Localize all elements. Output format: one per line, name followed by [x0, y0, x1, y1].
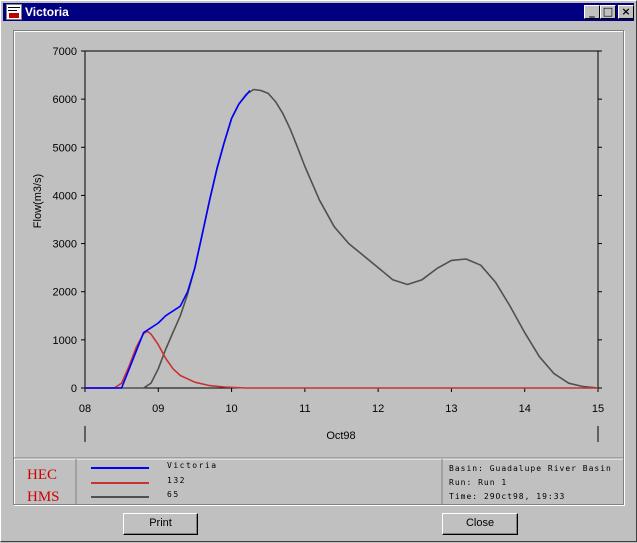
y-tick-label: 2000: [53, 287, 77, 299]
legend-swatch-65: [91, 496, 149, 498]
logo-line-1: HEC: [27, 467, 57, 483]
time-info: Time: 29Oct98, 19:33: [449, 492, 566, 501]
maximize-icon: □: [602, 5, 614, 18]
series-line-65: [85, 88, 599, 389]
logo-line-2: HMS: [27, 489, 60, 505]
y-tick-label: 7000: [53, 46, 77, 58]
series-line-132: [85, 330, 598, 389]
y-tick-label: 0: [71, 383, 77, 395]
y-tick-label: 3000: [53, 239, 77, 251]
y-tick-label: 1000: [53, 335, 77, 347]
x-axis-label: Oct98: [326, 430, 355, 442]
x-tick-label: 10: [225, 403, 237, 415]
y-axis-label: Flow(m3/s): [32, 174, 44, 228]
minimize-button[interactable]: _: [584, 5, 600, 19]
title-bar[interactable]: Victoria _ □ ×: [3, 3, 634, 21]
run-info: Run: Run 1: [449, 478, 508, 487]
hec-hms-logo: HEC HMS: [27, 464, 60, 508]
close-icon: ×: [621, 5, 631, 18]
series-line-victoria: [85, 89, 251, 389]
x-tick-label: 15: [592, 403, 604, 415]
x-tick-label: 09: [152, 403, 164, 415]
plot-area: 0 1000 2000 3000 4000 5000 6000 7000 08 09 10 11 12 1…: [53, 46, 604, 442]
legend-label: 132: [167, 476, 186, 485]
x-tick-label: 08: [79, 403, 91, 415]
legend-label: Victoria: [167, 461, 218, 470]
legend-label: 65: [167, 490, 180, 499]
basin-info: Basin: Guadalupe River Basin: [449, 464, 612, 473]
x-tick-label: 12: [372, 403, 384, 415]
plot-border: [84, 50, 599, 389]
window-title: Victoria: [25, 5, 69, 19]
x-tick-label: 14: [519, 403, 531, 415]
y-tick-label: 5000: [53, 142, 77, 154]
print-button[interactable]: Print: [123, 513, 198, 535]
y-tick-label: 6000: [53, 94, 77, 106]
x-tick-label: 11: [299, 403, 310, 415]
plot-frame: [13, 30, 624, 505]
maximize-button[interactable]: □: [600, 5, 616, 19]
legend-swatch-victoria: [91, 467, 149, 469]
minimize-icon: _: [589, 5, 595, 18]
x-tick-label: 13: [445, 403, 457, 415]
y-tick-label: 4000: [53, 190, 77, 202]
app-icon: [6, 4, 22, 20]
close-window-button[interactable]: ×: [618, 5, 634, 19]
close-button[interactable]: Close: [442, 513, 518, 535]
legend-swatch-132: [91, 482, 149, 484]
